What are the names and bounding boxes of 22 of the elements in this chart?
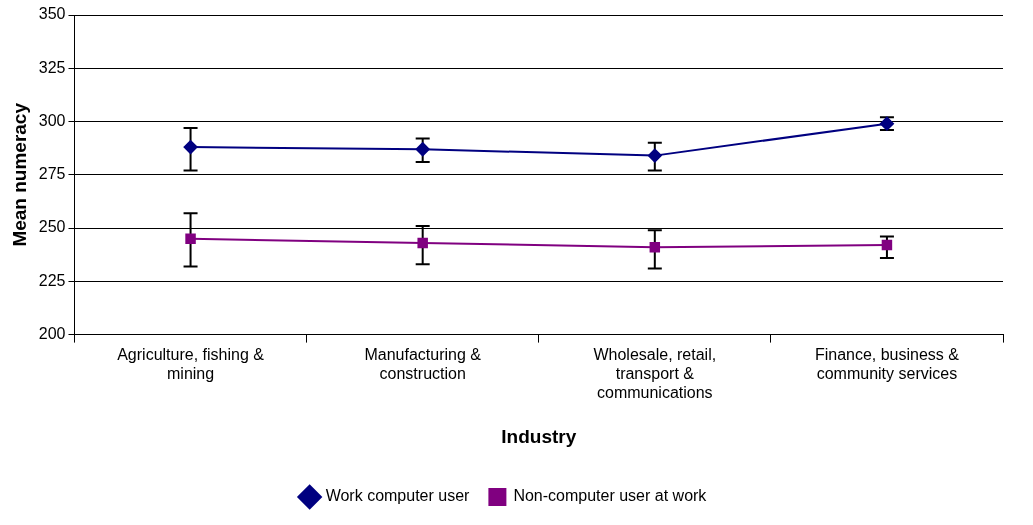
point [415, 142, 430, 157]
point [417, 237, 428, 249]
x-tick-label: Agriculture, fishing & mining [117, 345, 265, 382]
y-tick-label: 275 [38, 165, 66, 183]
point [185, 233, 196, 244]
y-axis-title: Mean numeracy [8, 102, 30, 247]
x-axis-title: Industry [501, 425, 577, 447]
point [649, 242, 661, 253]
y-tick-label: 225 [38, 271, 66, 289]
y-tick-label: 325 [38, 58, 66, 76]
y-tick-label: 300 [38, 111, 66, 129]
point [881, 239, 893, 251]
x-tick-label: Manufacturing & construction [364, 345, 482, 382]
point [647, 148, 662, 163]
y-tick-label: 250 [38, 218, 66, 236]
y-tick-label: 350 [38, 5, 66, 23]
y-tick-label: 200 [38, 325, 66, 343]
legend-label: Work computer user [325, 487, 471, 505]
point [183, 140, 198, 155]
x-tick-label: Wholesale, retail, transport & communications [593, 345, 717, 402]
x-tick-label: Finance, business & community services [814, 345, 960, 382]
legend-label: Non-computer user at work [513, 487, 708, 505]
